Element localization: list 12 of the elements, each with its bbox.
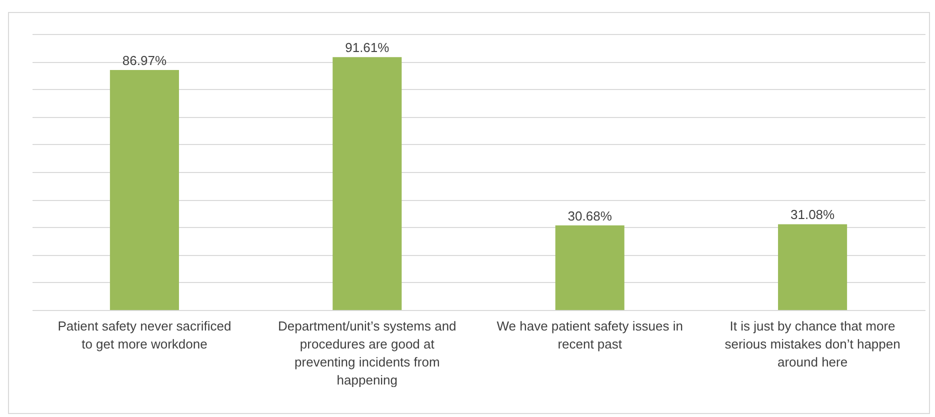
x-tick-label: Department/unit’s systems and procedures are good at preventing incidents from happening [278, 318, 456, 388]
data-label: 31.08% [790, 207, 836, 222]
x-tick-label: Patient safety never sacrificed to get more workdone [58, 318, 232, 352]
bar [332, 57, 402, 310]
data-label: 91.61% [345, 40, 390, 56]
bar [110, 70, 179, 310]
x-tick-label: It is just by chance that more serious mistakes don’t happen around here [724, 318, 900, 370]
data-label: 86.97% [122, 52, 167, 68]
x-tick-label: We have patient safety issues in recent past [496, 318, 683, 352]
bar [778, 224, 848, 310]
bar [555, 225, 624, 310]
data-label: 30.68% [568, 208, 612, 224]
